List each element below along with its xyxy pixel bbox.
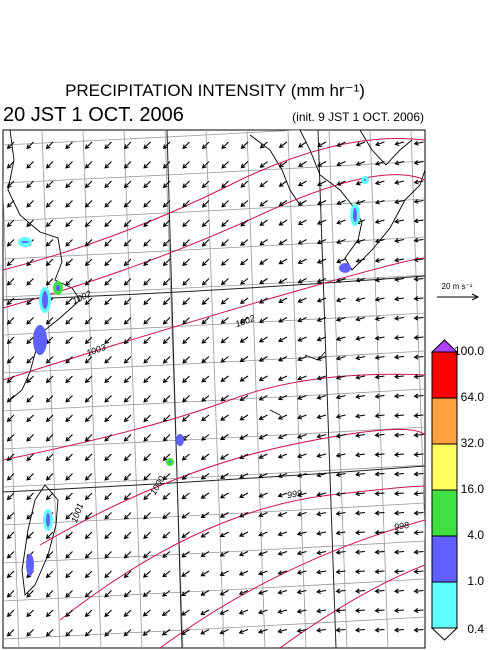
precipitation xyxy=(169,461,171,463)
wind-scale-label: 20 m s⁻¹ xyxy=(442,282,473,291)
colorbar-segment xyxy=(431,581,458,629)
init-time: (init. 9 JST 1 OCT. 2006) xyxy=(292,110,424,124)
precipitation xyxy=(342,267,348,269)
isobar xyxy=(3,137,425,271)
colorbar-segment xyxy=(431,489,458,537)
precipitation xyxy=(364,179,366,181)
map-frame xyxy=(2,129,426,649)
isobar-label: 998 xyxy=(393,520,410,532)
wind-vectors xyxy=(6,140,424,637)
colorbar-label: 64.0 xyxy=(461,390,485,404)
precipitation xyxy=(46,513,50,527)
latlon-lines xyxy=(3,130,425,648)
grid-lines xyxy=(3,130,425,648)
colorbar-label: 100.0 xyxy=(454,344,484,358)
colorbar-label: 32.0 xyxy=(461,436,485,450)
precipitation xyxy=(56,285,60,291)
title: PRECIPITATION INTENSITY (mm hr⁻¹) xyxy=(65,81,365,100)
colorbar-label: 4.0 xyxy=(467,528,484,542)
precipitation xyxy=(42,291,48,309)
precipitation xyxy=(36,329,44,351)
colorbar-segment xyxy=(431,397,458,445)
isobar xyxy=(3,174,425,309)
colorbar-segment xyxy=(431,443,458,491)
isobar xyxy=(39,428,425,546)
isobar xyxy=(279,564,425,648)
colorbar-label: 1.0 xyxy=(467,574,484,588)
colorbar-segment xyxy=(431,535,458,583)
precipitation xyxy=(353,208,357,222)
wind-scale-arrow xyxy=(437,293,480,301)
isobar-label: 999 xyxy=(286,488,303,500)
colorbar-segment xyxy=(431,351,458,399)
precipitation xyxy=(21,241,29,243)
valid-time: 20 JST 1 OCT. 2006 xyxy=(3,104,184,126)
precipitation xyxy=(29,558,31,572)
precipitation xyxy=(179,438,181,442)
isobar xyxy=(3,373,425,461)
colorbar-cap xyxy=(430,627,459,641)
isobar xyxy=(59,485,425,621)
isobar xyxy=(159,519,425,648)
colorbar-label: 0.4 xyxy=(467,622,484,636)
colorbar-label: 16.0 xyxy=(461,482,485,496)
colorbar: 100.0 64.0 32.0 16.0 4.0 1.0 0.4 xyxy=(430,339,485,641)
